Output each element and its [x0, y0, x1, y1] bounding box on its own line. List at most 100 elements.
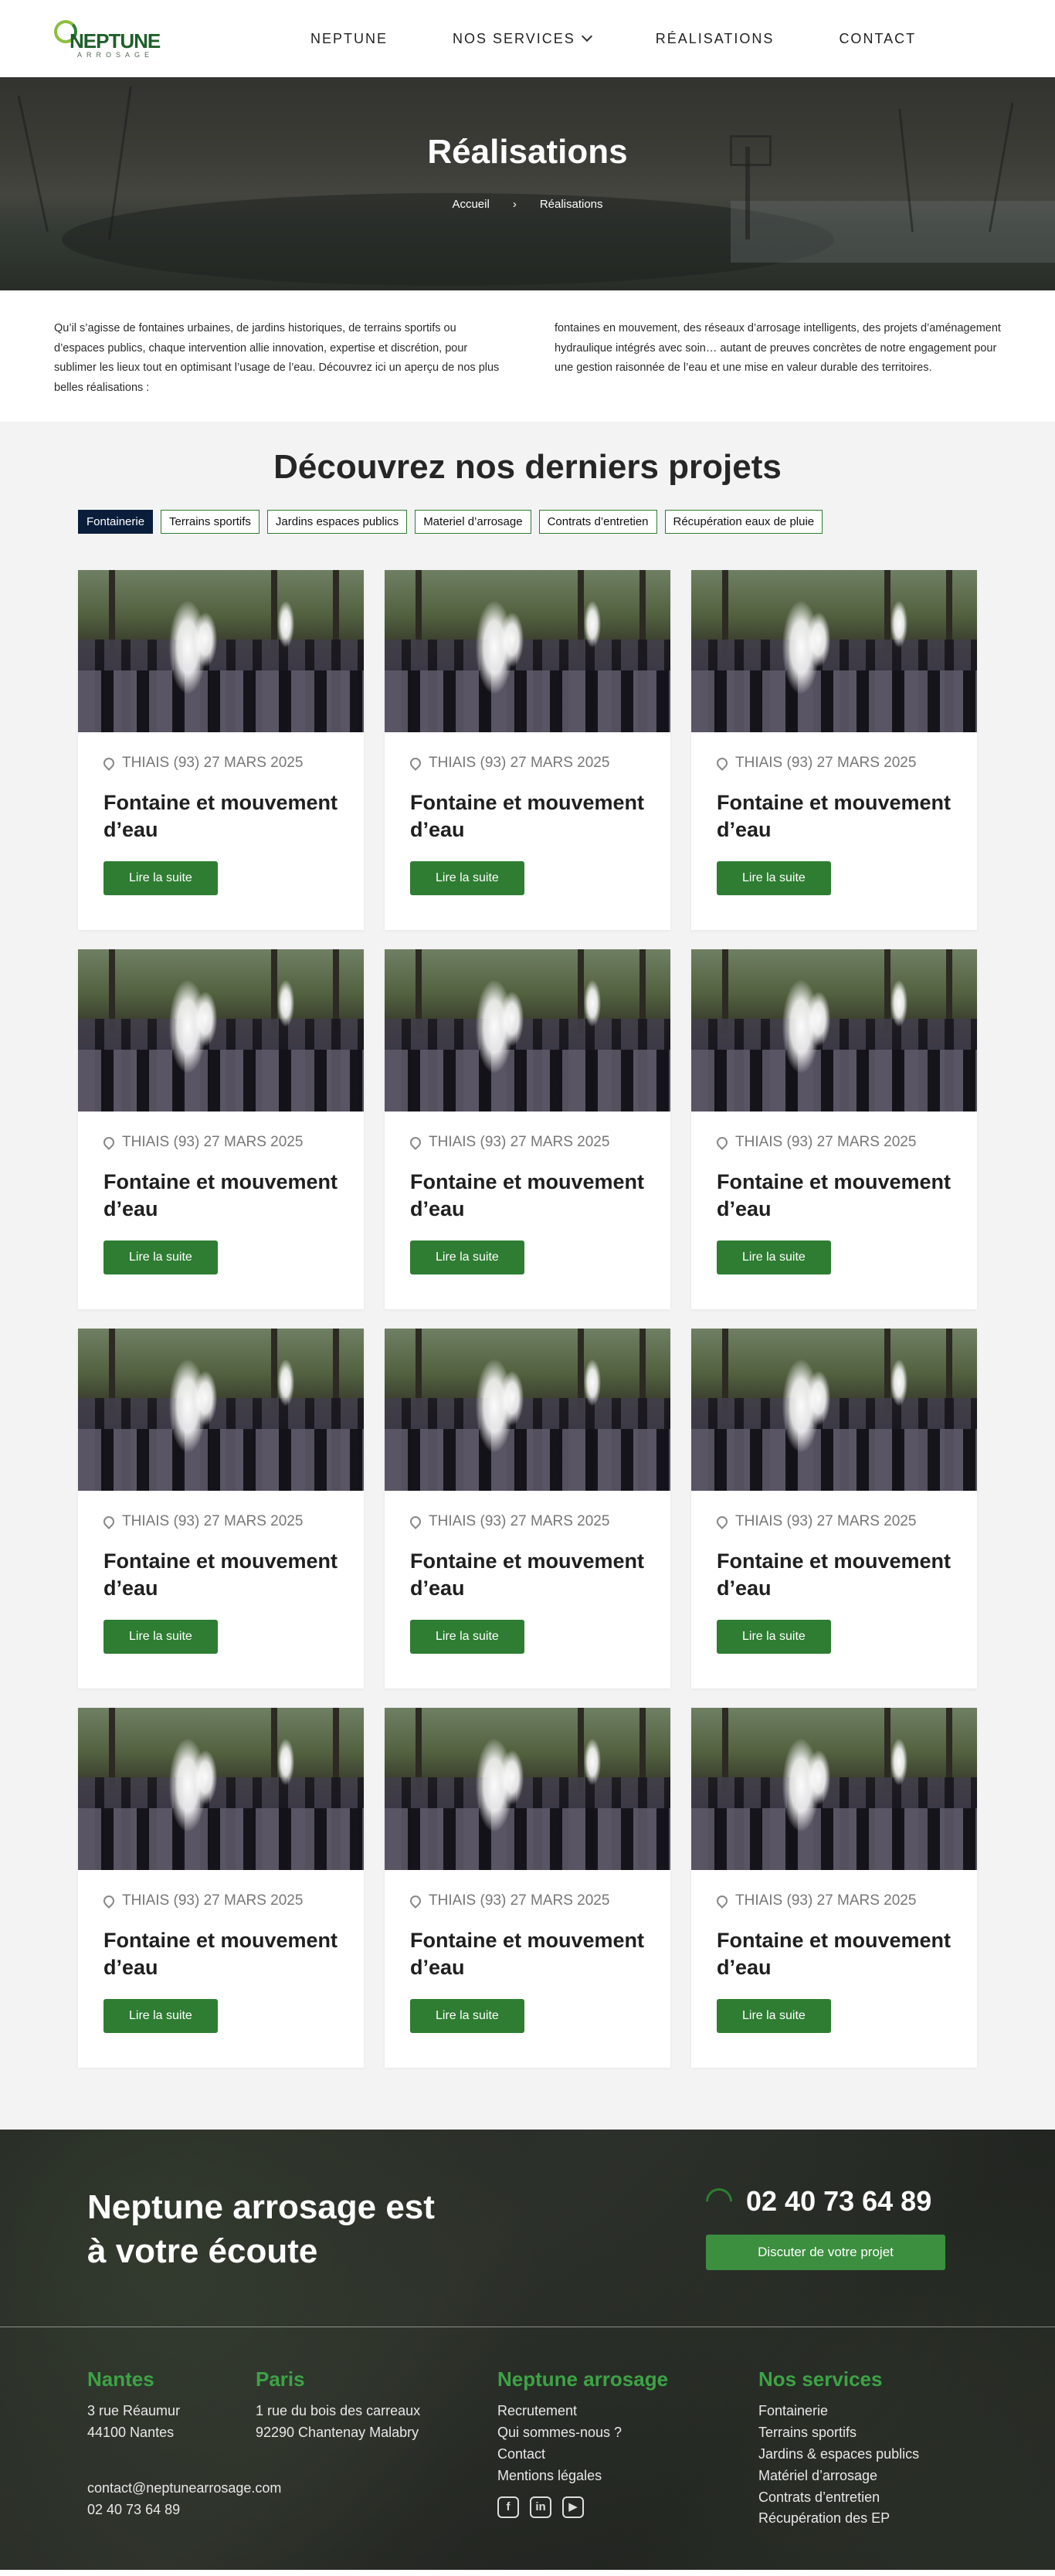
- project-card-body: THIAIS (93) 27 MARS 2025 Fontaine et mou…: [78, 1513, 364, 1655]
- project-card: THIAIS (93) 27 MARS 2025 Fontaine et mou…: [385, 1708, 670, 2068]
- project-meta: THIAIS (93) 27 MARS 2025: [714, 1892, 952, 1909]
- footer-link-contact[interactable]: Contact: [497, 2445, 546, 2462]
- paris-address-line2: 92290 Chantenay Malabry: [256, 2424, 419, 2440]
- intro-text-left: Qu’il s’agisse de fontaines urbaines, de…: [54, 322, 500, 394]
- nav-item-contact[interactable]: CONTACT: [839, 30, 917, 46]
- footer-service-recuperation[interactable]: Récupération des EP: [758, 2510, 890, 2527]
- project-card: THIAIS (93) 27 MARS 2025 Fontaine et mou…: [78, 570, 364, 930]
- hero-bg-water: [731, 201, 1055, 263]
- footer-service-fontainerie[interactable]: Fontainerie: [758, 2403, 829, 2418]
- neptune-heading: Neptune arrosage: [497, 2367, 669, 2391]
- filter-contrats-entretien[interactable]: Contrats d’entretien: [538, 510, 657, 534]
- read-more-button[interactable]: Lire la suite: [410, 861, 524, 896]
- read-more-button[interactable]: Lire la suite: [103, 1999, 218, 2034]
- footer-link-mentions-legales[interactable]: Mentions légales: [497, 2467, 602, 2483]
- water-spray: [890, 980, 907, 1027]
- main-nav: NEPTUNE NOS SERVICES RÉALISATIONS CONTAC…: [278, 31, 948, 47]
- footer-link-recrutement[interactable]: Recrutement: [497, 2403, 578, 2418]
- footer-col-neptune: Neptune arrosage Recrutement Qui sommes-…: [497, 2367, 758, 2530]
- project-image: [385, 949, 670, 1112]
- project-title: Fontaine et mouvement d’eau: [103, 1170, 338, 1220]
- water-spray: [277, 601, 294, 647]
- filter-terrains-sportifs[interactable]: Terrains sportifs: [161, 510, 260, 534]
- read-more-button[interactable]: Lire la suite: [410, 1240, 524, 1275]
- breadcrumb-separator: ›: [512, 198, 517, 211]
- filter-bar: Fontainerie Terrains sportifs Jardins es…: [78, 510, 1055, 534]
- project-location-date: THIAIS (93) 27 MARS 2025: [429, 755, 610, 771]
- read-more-button[interactable]: Lire la suite: [410, 1999, 524, 2034]
- filter-recuperation-eaux[interactable]: Récupération eaux de pluie: [664, 510, 823, 534]
- read-more-button[interactable]: Lire la suite: [717, 1999, 831, 2034]
- water-spray: [500, 992, 524, 1046]
- project-card: THIAIS (93) 27 MARS 2025 Fontaine et mou…: [691, 1329, 977, 1688]
- logo[interactable]: NEPTUNE ARROSAGE: [54, 15, 239, 62]
- footer-phone[interactable]: 02 40 73 64 89: [746, 2185, 932, 2217]
- page-title: Réalisations: [427, 133, 628, 171]
- footer-service-contrats[interactable]: Contrats d’entretien: [758, 2489, 880, 2505]
- tree-trunk: [333, 570, 339, 655]
- hero-bg-fountain: [62, 193, 834, 286]
- discuss-project-button[interactable]: Discuter de votre projet: [706, 2235, 945, 2270]
- water-spray: [584, 601, 601, 647]
- stone-blocks-front: [385, 670, 670, 732]
- paris-address-line1: 1 rue du bois des carreaux: [256, 2403, 421, 2418]
- project-title: Fontaine et mouvement d’eau: [717, 1549, 952, 1600]
- footer-link-qui-sommes-nous[interactable]: Qui sommes-nous ?: [497, 2424, 622, 2440]
- youtube-icon[interactable]: ▶: [562, 2496, 584, 2518]
- project-card: THIAIS (93) 27 MARS 2025 Fontaine et mou…: [385, 570, 670, 930]
- phone-icon: [700, 2182, 738, 2221]
- nantes-address-line2: 44100 Nantes: [87, 2424, 175, 2440]
- project-card-body: THIAIS (93) 27 MARS 2025 Fontaine et mou…: [691, 1134, 977, 1275]
- footer-contact-phone[interactable]: 02 40 73 64 89: [87, 2501, 181, 2517]
- read-more-button[interactable]: Lire la suite: [103, 1240, 218, 1275]
- facebook-icon[interactable]: f: [497, 2496, 519, 2518]
- read-more-button[interactable]: Lire la suite: [717, 1620, 831, 1655]
- tree-trunk: [946, 1708, 952, 1793]
- location-pin-icon: [714, 1514, 730, 1529]
- breadcrumb: Accueil › Réalisations: [0, 198, 1055, 211]
- tree-trunk: [722, 1329, 728, 1414]
- project-location-date: THIAIS (93) 27 MARS 2025: [122, 1513, 304, 1529]
- stone-blocks-front: [691, 670, 977, 732]
- project-card-body: THIAIS (93) 27 MARS 2025 Fontaine et mou…: [78, 755, 364, 896]
- read-more-button[interactable]: Lire la suite: [717, 1240, 831, 1275]
- filter-fontainerie[interactable]: Fontainerie: [78, 510, 154, 534]
- project-location-date: THIAIS (93) 27 MARS 2025: [122, 1134, 304, 1150]
- nav-item-neptune[interactable]: NEPTUNE: [310, 30, 388, 46]
- project-image: [385, 570, 670, 732]
- project-card: THIAIS (93) 27 MARS 2025 Fontaine et mou…: [691, 1708, 977, 2068]
- tree-trunk: [639, 1708, 646, 1793]
- read-more-button[interactable]: Lire la suite: [103, 1620, 218, 1655]
- project-card-body: THIAIS (93) 27 MARS 2025 Fontaine et mou…: [691, 755, 977, 896]
- read-more-button[interactable]: Lire la suite: [717, 861, 831, 896]
- tree-trunk: [946, 570, 952, 655]
- water-spray: [584, 1739, 601, 1785]
- filter-jardins-espaces-publics[interactable]: Jardins espaces publics: [266, 510, 408, 534]
- read-more-button[interactable]: Lire la suite: [103, 861, 218, 896]
- footer-service-materiel[interactable]: Matériel d’arrosage: [758, 2467, 878, 2483]
- project-location-date: THIAIS (93) 27 MARS 2025: [735, 755, 917, 771]
- linkedin-icon[interactable]: in: [530, 2496, 551, 2518]
- stone-blocks-front: [385, 1808, 670, 1870]
- footer-service-jardins[interactable]: Jardins & espaces publics: [758, 2445, 920, 2462]
- nantes-address-line1: 3 rue Réaumur: [87, 2403, 181, 2418]
- footer-title-line1: Neptune arrosage est: [87, 2188, 435, 2226]
- location-pin-icon: [714, 755, 730, 771]
- nav-item-services[interactable]: NOS SERVICES: [420, 31, 623, 47]
- stone-blocks-front: [691, 1050, 977, 1112]
- site-footer: Neptune arrosage est à votre écoute 02 4…: [0, 2130, 1055, 2570]
- water-spray: [807, 1371, 830, 1425]
- breadcrumb-home[interactable]: Accueil: [452, 198, 490, 211]
- project-location-date: THIAIS (93) 27 MARS 2025: [429, 1513, 610, 1529]
- project-image: [78, 1329, 364, 1491]
- nav-item-realisations[interactable]: RÉALISATIONS: [655, 30, 775, 46]
- footer-service-terrains-sportifs[interactable]: Terrains sportifs: [758, 2424, 857, 2440]
- project-card-body: THIAIS (93) 27 MARS 2025 Fontaine et mou…: [691, 1892, 977, 2034]
- water-spray: [807, 613, 830, 667]
- project-meta: THIAIS (93) 27 MARS 2025: [408, 755, 645, 772]
- project-image: [691, 570, 977, 732]
- footer-email[interactable]: contact@neptunearrosage.com: [87, 2479, 282, 2496]
- filter-materiel-arrosage[interactable]: Materiel d’arrosage: [415, 510, 531, 534]
- tree-trunk: [416, 1708, 422, 1793]
- read-more-button[interactable]: Lire la suite: [410, 1620, 524, 1655]
